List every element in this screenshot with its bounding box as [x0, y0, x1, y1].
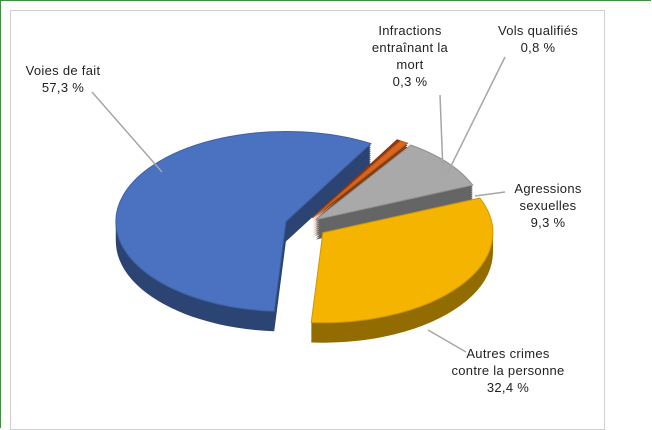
label-name: Voies de fait: [25, 63, 101, 78]
leader-line: [427, 329, 467, 353]
data-label: Vols qualifiés 0,8 %: [488, 22, 588, 56]
data-label: Agressions sexuelles 9,3 %: [500, 180, 596, 231]
slice: [310, 197, 494, 324]
label-name: Vols qualifiés: [497, 23, 579, 38]
slice: [115, 131, 372, 312]
label-name: Autres crimes contre la personne: [451, 346, 565, 378]
label-value: 57,3 %: [41, 80, 85, 95]
label-value: 0,8 %: [520, 40, 556, 55]
label-name: Infractions entraînant la mort: [371, 23, 449, 72]
data-label: Autres crimes contre la personne 32,4 %: [448, 345, 568, 396]
slice: [312, 140, 409, 219]
data-label: Infractions entraînant la mort 0,3 %: [360, 22, 460, 90]
data-label: Voies de fait 57,3 %: [8, 62, 118, 96]
label-value: 9,3 %: [530, 215, 566, 230]
leader-line: [447, 56, 506, 173]
label-name: Agressions sexuelles: [514, 181, 582, 213]
label-value: 0,3 %: [392, 74, 428, 89]
label-value: 32,4 %: [486, 380, 530, 395]
leader-line: [439, 94, 444, 173]
leader-line: [91, 91, 163, 173]
slice-side: [312, 144, 408, 222]
slice: [315, 144, 474, 221]
leader-line: [474, 191, 506, 197]
